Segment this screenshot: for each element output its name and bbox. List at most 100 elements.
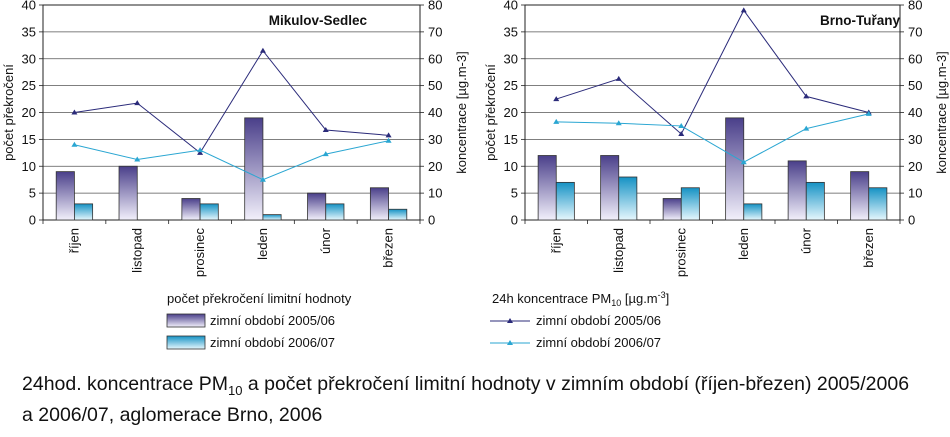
y-tick-label: 30	[504, 51, 518, 66]
bar-2005	[307, 192, 327, 221]
bar-2005	[662, 198, 682, 221]
y2-tick-label: 40	[428, 105, 442, 120]
y-tick-label: 25	[22, 78, 36, 93]
x-tick-label: listopad	[611, 228, 626, 273]
y-tick-label: 0	[29, 213, 36, 228]
line-point-2006	[678, 122, 685, 128]
x-tick-label: leden	[255, 228, 270, 260]
x-tick-label: březen	[381, 228, 396, 268]
bar-2005	[181, 198, 201, 221]
x-tick-label: leden	[736, 228, 751, 260]
bar-2005	[118, 165, 138, 221]
line-point-2005	[71, 109, 78, 115]
line-point-2005	[134, 100, 141, 106]
y-tick-label: 25	[504, 78, 518, 93]
legend-bar-label-2006: zimní období 2006/07	[210, 335, 335, 350]
y-tick-label: 35	[22, 24, 36, 39]
y-tick-label: 35	[504, 24, 518, 39]
line-series-2005	[556, 9, 869, 135]
line-series-2006	[74, 140, 389, 181]
x-tick-label: únor	[318, 227, 333, 254]
y2-axis-title: koncentrace [µg.m-3]	[934, 51, 949, 173]
bar-2006	[388, 208, 408, 221]
line-series-2005	[74, 49, 389, 154]
x-tick-label: únor	[798, 227, 813, 254]
y2-tick-label: 40	[908, 105, 922, 120]
bar-2005	[244, 117, 264, 221]
line-series-2006	[556, 113, 869, 163]
line-point-2006	[71, 141, 78, 147]
bar-2006	[805, 181, 825, 221]
legend-bars: počet překročení limitní hodnoty zimní o…	[166, 291, 352, 350]
x-tick-label: říjen	[66, 228, 81, 253]
line-point-2006	[134, 156, 141, 162]
legend-line-label-2005: zimní období 2005/06	[536, 313, 661, 328]
legend-marker-2006	[507, 340, 513, 345]
legend-marker-2005	[507, 318, 513, 323]
legend-bar-label-2005: zimní období 2005/06	[210, 313, 335, 328]
y2-tick-label: 20	[908, 159, 922, 174]
y2-tick-label: 10	[908, 186, 922, 201]
y2-tick-label: 0	[428, 213, 435, 228]
bar-2006	[743, 203, 763, 221]
y2-tick-label: 50	[428, 78, 442, 93]
line-point-2005	[322, 126, 329, 132]
line-point-2006	[865, 110, 872, 116]
x-tick-label: říjen	[548, 228, 563, 253]
y-tick-label: 0	[511, 213, 518, 228]
legend-bars-title: počet překročení limitní hodnoty	[167, 291, 352, 306]
figure-caption: 24hod. koncentrace PM10 a počet překroče…	[22, 373, 910, 426]
x-tick-label: prosinec	[673, 228, 688, 278]
bar-2006	[618, 176, 638, 221]
bar-2006	[262, 214, 282, 221]
line-point-2006	[740, 159, 747, 165]
y-tick-label: 5	[511, 186, 518, 201]
line-point-2005	[615, 75, 622, 81]
line-point-2005	[197, 149, 204, 155]
y-tick-label: 40	[22, 0, 36, 13]
x-tick-label: prosinec	[192, 228, 207, 278]
y2-tick-label: 60	[428, 51, 442, 66]
chart-mikulov: 0 5 10 15 20 25 30 35 40 0 10 20 30 40 50 60 70 80 říjen li…	[1, 0, 469, 277]
y2-tick-label: 70	[908, 24, 922, 39]
line-point-2006	[615, 120, 622, 126]
y-tick-label: 30	[22, 51, 36, 66]
line-point-2006	[385, 137, 392, 143]
y2-tick-label: 60	[908, 51, 922, 66]
legend-lines: 24h koncentrace PM10 [µg.m-3] zimní obdo…	[490, 290, 669, 350]
chart-brno: 0 5 10 15 20 25 30 35 40 0 10 20 30 40 50 60 70 80 říjen li…	[483, 0, 949, 277]
line-point-2006	[197, 147, 204, 153]
bar-2006	[555, 181, 575, 221]
bar-2006	[74, 203, 94, 221]
y-tick-label: 15	[22, 132, 36, 147]
chart-title: Brno-Tuřany	[820, 13, 900, 28]
x-tick-label: listopad	[129, 228, 144, 273]
chart-title: Mikulov-Sedlec	[269, 13, 368, 28]
line-point-2005	[385, 132, 392, 138]
y-tick-label: 10	[22, 159, 36, 174]
bar-2006	[199, 203, 219, 221]
legend-swatch-2006	[166, 335, 206, 350]
y2-tick-label: 70	[428, 24, 442, 39]
y2-tick-label: 0	[908, 213, 915, 228]
y2-tick-label: 50	[908, 78, 922, 93]
bar-2005	[55, 171, 75, 221]
y2-tick-label: 30	[908, 132, 922, 147]
bar-2005	[369, 187, 389, 221]
y2-tick-label: 10	[428, 186, 442, 201]
y-tick-label: 10	[504, 159, 518, 174]
legend-lines-title: 24h koncentrace PM10 [µg.m-3]	[492, 290, 669, 308]
line-point-2005	[553, 96, 560, 102]
y2-tick-label: 80	[908, 0, 922, 13]
y-tick-label: 20	[504, 105, 518, 120]
bar-2006	[680, 187, 700, 221]
bar-2006	[325, 203, 345, 221]
line-point-2005	[678, 131, 685, 136]
y2-tick-label: 30	[428, 132, 442, 147]
bar-2005	[600, 155, 620, 221]
bar-2005	[725, 117, 745, 221]
line-point-2005	[803, 93, 810, 99]
y-tick-label: 40	[504, 0, 518, 13]
y2-tick-label: 20	[428, 159, 442, 174]
